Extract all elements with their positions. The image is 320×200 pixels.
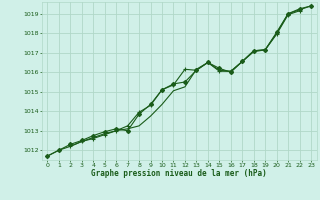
X-axis label: Graphe pression niveau de la mer (hPa): Graphe pression niveau de la mer (hPa) — [91, 169, 267, 178]
